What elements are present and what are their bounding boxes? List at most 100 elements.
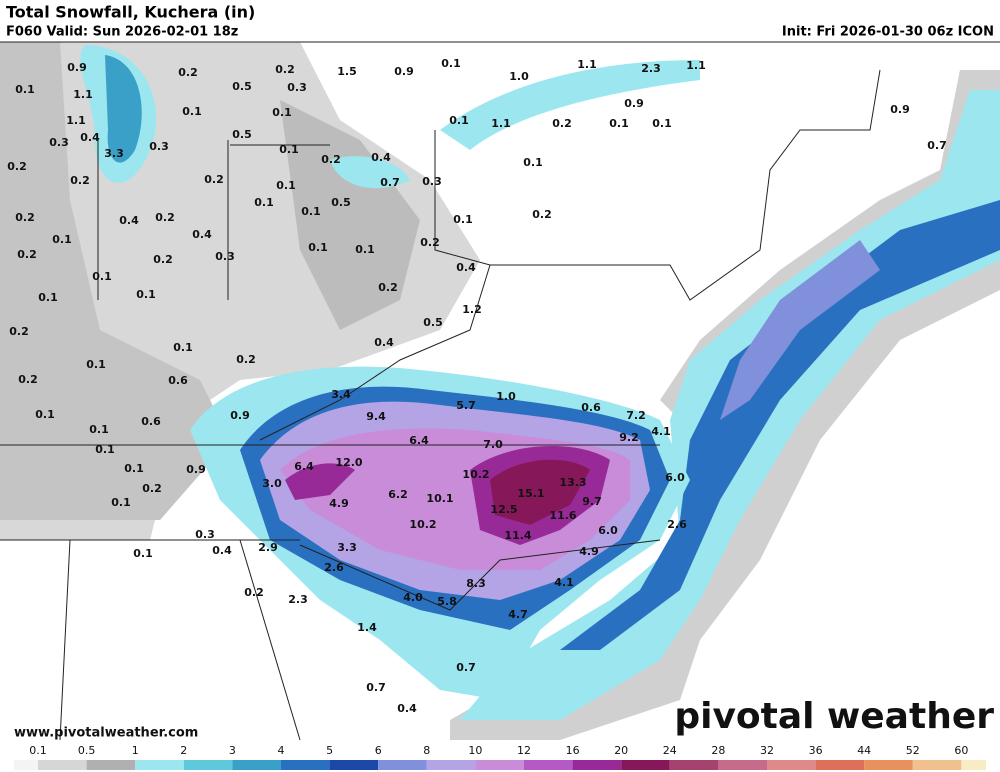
snowfall-label: 0.2	[204, 173, 224, 186]
snowfall-label: 0.1	[254, 196, 274, 209]
legend-label: 44	[857, 744, 871, 757]
snowfall-label: 0.3	[49, 136, 69, 149]
snowfall-label: 0.7	[927, 139, 947, 152]
borders	[0, 41, 1000, 741]
snowfall-label: 4.7	[508, 608, 528, 621]
snowfall-label: 13.3	[559, 476, 586, 489]
snowfall-label: 0.9	[230, 409, 250, 422]
snowfall-label: 0.1	[38, 291, 58, 304]
snowfall-label: 0.1	[92, 270, 112, 283]
snowfall-label: 3.4	[331, 388, 351, 401]
legend-swatch	[912, 760, 962, 770]
snowfall-label: 0.1	[272, 106, 292, 119]
snowfall-label: 0.4	[397, 702, 417, 715]
snowfall-label: 0.1	[89, 423, 109, 436]
map-field	[0, 42, 1000, 740]
snowfall-label: 12.0	[335, 456, 362, 469]
snowfall-label: 0.6	[141, 415, 161, 428]
point-labels: 0.9 1.5 0.9 0.1 1.0 1.1 2.3 1.1 0.2 0.2 0.5 0.3 0.1 1…	[7, 57, 947, 715]
snowfall-label: 15.1	[517, 487, 544, 500]
snowfall-label: 0.4	[374, 336, 394, 349]
snowfall-label: 0.2	[236, 353, 256, 366]
snowfall-label: 0.1	[95, 443, 115, 456]
snowfall-label: 0.5	[232, 80, 252, 93]
snowfall-label: 0.1	[276, 179, 296, 192]
url-watermark: www.pivotalweather.com	[14, 726, 198, 741]
snowfall-label: 0.2	[552, 117, 572, 130]
legend-label: 8	[423, 744, 430, 757]
snowfall-label: 0.1	[182, 105, 202, 118]
snowfall-label: 0.1	[355, 243, 375, 256]
legend-swatch	[86, 760, 136, 770]
legend-swatch	[281, 760, 330, 770]
snowfall-label: 11.4	[504, 529, 531, 542]
snowfall-label: 0.3	[287, 81, 307, 94]
legend-label: 4	[278, 744, 285, 757]
snowfall-label: 0.1	[308, 241, 328, 254]
snowfall-label: 1.0	[509, 70, 529, 83]
snowfall-label: 0.4	[456, 261, 476, 274]
legend-swatch	[232, 760, 281, 770]
legend-label: 0.5	[78, 744, 96, 757]
snowfall-label: 0.1	[441, 57, 461, 70]
snowfall-label: 10.2	[409, 518, 436, 531]
snowfall-label: 0.1	[173, 341, 193, 354]
snowfall-label: 0.7	[456, 661, 476, 674]
legend-swatch	[329, 760, 379, 770]
snowfall-label: 10.2	[462, 468, 489, 481]
snowfall-label: 3.3	[104, 147, 124, 160]
legend-swatch	[815, 760, 865, 770]
legend-label: 20	[614, 744, 628, 757]
legend-label: 52	[906, 744, 920, 757]
snowfall-label: 5.8	[437, 595, 457, 608]
legend-label: 1	[132, 744, 139, 757]
snowfall-label: 7.0	[483, 438, 503, 451]
snowfall-label: 0.9	[67, 61, 87, 74]
snowfall-label: 4.1	[651, 425, 671, 438]
legend-label: 10	[468, 744, 482, 757]
snowfall-label: 9.2	[619, 431, 639, 444]
snowfall-label: 0.5	[232, 128, 252, 141]
snowfall-label: 0.2	[244, 586, 264, 599]
snowfall-label: 0.1	[136, 288, 156, 301]
snowfall-label: 0.1	[111, 496, 131, 509]
legend-swatch	[135, 760, 184, 770]
snowfall-label: 0.7	[380, 176, 400, 189]
snowfall-label: 12.5	[490, 503, 517, 516]
snowfall-label: 0.2	[178, 66, 198, 79]
snowfall-label: 3.0	[262, 477, 282, 490]
valid-time: F060 Valid: Sun 2026-02-01 18z	[6, 25, 238, 40]
snowfall-label: 0.1	[652, 117, 672, 130]
snowfall-label: 0.2	[7, 160, 27, 173]
brand-watermark: pivotal weather	[674, 696, 994, 737]
snowfall-label: 0.5	[423, 316, 443, 329]
snowfall-label: 9.4	[366, 410, 386, 423]
snowfall-label: 0.3	[195, 528, 215, 541]
snowfall-label: 0.9	[186, 463, 206, 476]
snowfall-label: 0.4	[80, 131, 100, 144]
snowfall-label: 0.2	[420, 236, 440, 249]
snowfall-label: 2.3	[288, 593, 308, 606]
snowfall-label: 0.2	[275, 63, 295, 76]
snowfall-label: 2.9	[258, 541, 278, 554]
snowfall-label: 6.0	[598, 524, 618, 537]
snowfall-label: 5.7	[456, 399, 476, 412]
snowfall-label: 11.6	[549, 509, 576, 522]
legend-label: 0.1	[29, 744, 47, 757]
init-time: Init: Fri 2026-01-30 06z ICON	[782, 25, 994, 40]
legend-swatch	[183, 760, 233, 770]
snowfall-label: 0.1	[279, 143, 299, 156]
snowfall-label: 0.1	[449, 114, 469, 127]
snowfall-label: 0.1	[523, 156, 543, 169]
snowfall-label: 0.2	[142, 482, 162, 495]
snowfall-label: 0.1	[52, 233, 72, 246]
snowfall-label: 1.1	[66, 114, 86, 127]
legend-swatch	[378, 760, 427, 770]
legend-label: 6	[375, 744, 382, 757]
legend-swatch	[475, 760, 524, 770]
snowfall-label: 1.1	[686, 59, 706, 72]
snowfall-label: 0.3	[149, 140, 169, 153]
snowfall-label: 1.1	[491, 117, 511, 130]
